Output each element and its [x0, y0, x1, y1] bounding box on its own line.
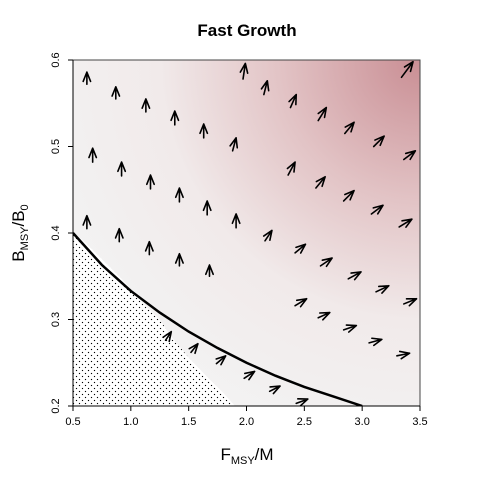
y-tick-label: 0.4	[50, 225, 62, 240]
vector-arrow	[347, 271, 362, 281]
vector-arrow	[188, 342, 199, 355]
x-axis: 0.5 1.0 1.5 2.0 2.5 3.0 3.5	[65, 405, 428, 428]
y-axis-label: BMSY/B0	[9, 204, 31, 261]
vector-arrow	[262, 229, 273, 242]
vector-arrow	[174, 187, 184, 203]
x-tick-label: 2.5	[297, 416, 312, 428]
vector-arrow	[204, 264, 214, 278]
vector-arrow	[368, 337, 383, 347]
vector-arrow	[114, 227, 124, 243]
vector-arrow	[82, 214, 92, 230]
vector-arrow	[215, 355, 227, 366]
vector-arrow	[295, 398, 309, 406]
vector-arrow	[342, 189, 355, 202]
vector-arrow	[372, 135, 385, 148]
vector-arrow	[400, 60, 414, 79]
vector-arrow	[315, 175, 326, 189]
vector-arrow	[229, 137, 239, 152]
vector-arrow	[231, 213, 241, 229]
vector-field	[82, 60, 418, 406]
x-axis-label-main: F	[220, 445, 230, 464]
vector-arrow	[396, 350, 411, 360]
vector-arrow	[294, 297, 308, 308]
y-axis-label-sub2: 0	[19, 204, 31, 210]
y-axis: 0.2 0.3 0.4 0.5 0.6	[50, 52, 74, 414]
vector-arrow	[344, 121, 355, 135]
x-axis-label: FMSY/M	[220, 445, 273, 467]
vector-arrow	[317, 106, 328, 122]
vector-arrow	[319, 257, 333, 268]
vector-arrow	[375, 284, 390, 294]
vector-arrow	[111, 86, 121, 100]
y-tick-label: 0.5	[50, 139, 62, 154]
vector-arrow	[288, 93, 298, 109]
vector-arrow	[145, 174, 156, 190]
vector-arrow	[162, 330, 173, 343]
vector-arrow	[286, 161, 296, 176]
vector-arrow	[88, 147, 98, 163]
y-tick-label: 0.2	[50, 398, 62, 413]
vector-arrow	[342, 324, 358, 333]
y-axis-label-mid: /B	[9, 210, 28, 226]
vector-arrow	[294, 243, 307, 254]
x-tick-label: 1.5	[181, 416, 196, 428]
x-tick-label: 1.0	[123, 416, 138, 428]
vector-arrow	[141, 98, 151, 113]
vector-arrow	[239, 62, 249, 80]
vector-arrow	[117, 161, 127, 177]
vector-arrow	[403, 150, 417, 161]
x-axis-label-suffix: /M	[255, 445, 274, 464]
vector-arrow	[268, 385, 281, 395]
x-axis-label-sub: MSY	[231, 455, 256, 467]
vector-arrow	[317, 311, 331, 321]
vector-arrow	[144, 240, 154, 256]
vector-arrow	[199, 123, 209, 139]
x-tick-label: 3.0	[355, 416, 370, 428]
vector-arrow	[202, 200, 212, 216]
vector-arrow	[403, 297, 418, 307]
y-tick-label: 0.6	[50, 52, 62, 67]
vector-arrow	[82, 71, 92, 86]
vector-arrow	[243, 370, 256, 381]
chart-title: Fast Growth	[197, 21, 296, 40]
plot-area	[73, 60, 420, 406]
vector-arrow	[174, 252, 184, 267]
vector-arrow	[260, 79, 270, 96]
x-tick-label: 2.0	[239, 416, 254, 428]
y-axis-label-sub: MSY	[19, 226, 31, 251]
x-tick-label: 3.5	[412, 416, 427, 428]
vector-arrow	[398, 218, 413, 228]
y-axis-label-main: B	[9, 250, 28, 261]
vector-arrow	[370, 204, 384, 215]
boundary-curve	[73, 232, 363, 406]
x-tick-label: 0.5	[65, 416, 80, 428]
vector-arrow	[170, 110, 180, 126]
y-tick-label: 0.3	[50, 312, 62, 327]
